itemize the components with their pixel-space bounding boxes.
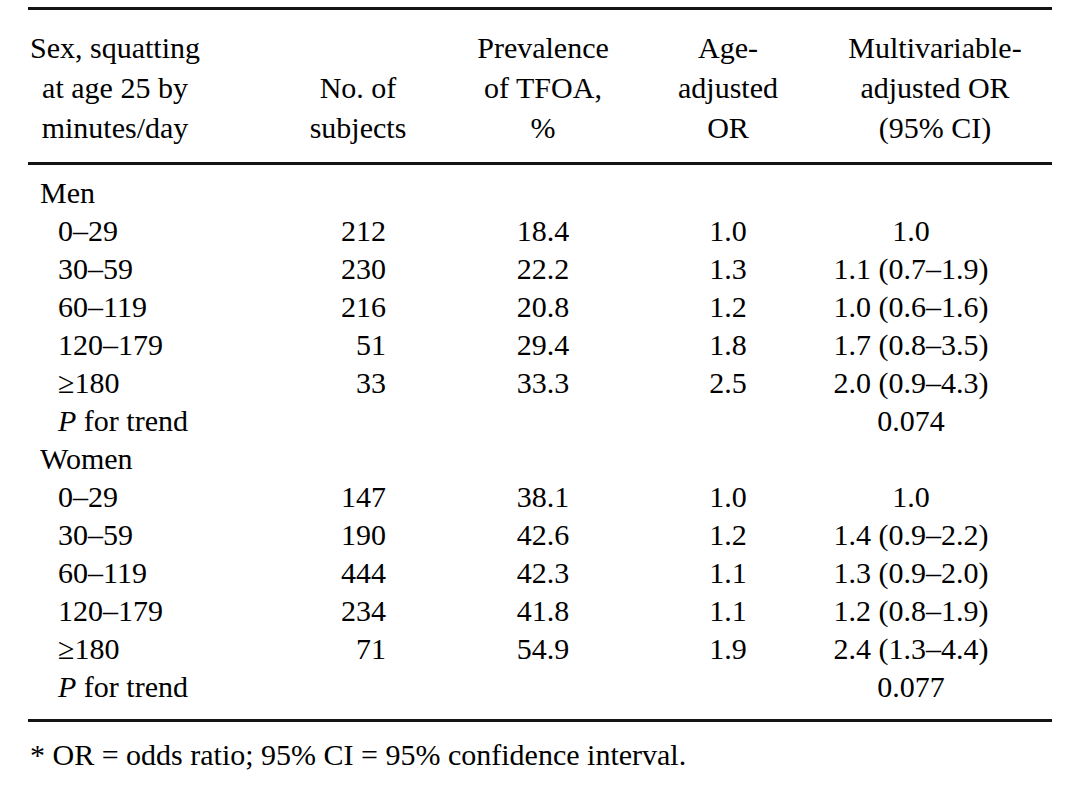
journal-table-figure: Sex, squatting at age 25 by minutes/day … [0,0,1080,788]
cell-subjects: 190 [268,516,448,554]
column-header-prevalence: Prevalence of TFOA, % [448,9,638,164]
empty-cell [448,668,638,721]
cell-prevalence: 18.4 [448,212,638,250]
column-header-subjects: No. of subjects [268,9,448,164]
table-row: 30–59 230 22.2 1.3 1.1 (0.7–1.9) [28,250,1052,288]
empty-cell [448,402,638,440]
table-row: 30–59 190 42.6 1.2 1.4 (0.9–2.2) [28,516,1052,554]
cell-subjects: 216 [268,288,448,326]
table-row: 120–179 234 41.8 1.1 1.2 (0.8–1.9) [28,592,1052,630]
p-label-rest: for trend [76,404,188,437]
cell-category: 0–29 [28,478,268,516]
p-for-trend-row: P for trend 0.074 [28,402,1052,440]
section-row-men: Men [28,164,1052,213]
empty-cell [448,164,638,213]
cell-subjects: 147 [268,478,448,516]
column-header-age-adjusted-or: Age- adjusted OR [638,9,818,164]
cell-multi-or: 1.3 (0.9–2.0) [818,554,1052,592]
table-footnote: * OR = odds ratio; 95% CI = 95% confiden… [30,737,1080,773]
cell-age-or: 1.2 [638,516,818,554]
cell-subjects: 51 [268,326,448,364]
empty-cell [268,164,448,213]
cell-age-or: 2.5 [638,364,818,402]
table-row: ≥180 33 33.3 2.5 2.0 (0.9–4.3) [28,364,1052,402]
cell-subjects: 33 [268,364,448,402]
cell-subjects: 234 [268,592,448,630]
cell-prevalence: 42.3 [448,554,638,592]
table-body: Men 0–29 212 18.4 1.0 1.0 30–59 230 22.2… [28,164,1052,721]
cell-category: 30–59 [28,250,268,288]
empty-cell [638,164,818,213]
empty-cell [448,440,638,478]
cell-category: ≥180 [28,630,268,668]
cell-category: 60–119 [28,288,268,326]
table-row: 0–29 147 38.1 1.0 1.0 [28,478,1052,516]
cell-age-or: 1.8 [638,326,818,364]
cell-multi-or: 1.2 (0.8–1.9) [818,592,1052,630]
cell-age-or: 1.0 [638,478,818,516]
empty-cell [638,440,818,478]
cell-category: 30–59 [28,516,268,554]
p-for-trend-value: 0.074 [818,402,1052,440]
column-header-exposure: Sex, squatting at age 25 by minutes/day [28,9,268,164]
cell-multi-or: 2.4 (1.3–4.4) [818,630,1052,668]
cell-subjects: 230 [268,250,448,288]
cell-subjects: 212 [268,212,448,250]
cell-prevalence: 41.8 [448,592,638,630]
table-header: Sex, squatting at age 25 by minutes/day … [28,9,1052,164]
empty-cell [268,668,448,721]
cell-age-or: 1.1 [638,592,818,630]
results-table: Sex, squatting at age 25 by minutes/day … [28,7,1052,722]
p-symbol: P [58,404,76,437]
empty-cell [268,402,448,440]
cell-multi-or: 1.0 (0.6–1.6) [818,288,1052,326]
empty-cell [818,164,1052,213]
p-for-trend-label: P for trend [28,668,268,721]
table-row: 60–119 444 42.3 1.1 1.3 (0.9–2.0) [28,554,1052,592]
cell-prevalence: 54.9 [448,630,638,668]
cell-prevalence: 42.6 [448,516,638,554]
p-for-trend-label: P for trend [28,402,268,440]
cell-age-or: 1.2 [638,288,818,326]
cell-multi-or: 1.0 [818,478,1052,516]
cell-prevalence: 29.4 [448,326,638,364]
cell-category: 120–179 [28,326,268,364]
empty-cell [268,440,448,478]
cell-category: 120–179 [28,592,268,630]
cell-age-or: 1.1 [638,554,818,592]
cell-age-or: 1.9 [638,630,818,668]
cell-prevalence: 33.3 [448,364,638,402]
p-label-rest: for trend [76,670,188,703]
cell-subjects: 71 [268,630,448,668]
cell-multi-or: 2.0 (0.9–4.3) [818,364,1052,402]
p-for-trend-row: P for trend 0.077 [28,668,1052,721]
cell-category: ≥180 [28,364,268,402]
table-row: 0–29 212 18.4 1.0 1.0 [28,212,1052,250]
cell-multi-or: 1.1 (0.7–1.9) [818,250,1052,288]
empty-cell [638,402,818,440]
cell-category: 0–29 [28,212,268,250]
p-for-trend-value: 0.077 [818,668,1052,721]
section-label: Men [28,164,268,213]
table-row: ≥180 71 54.9 1.9 2.4 (1.3–4.4) [28,630,1052,668]
cell-subjects: 444 [268,554,448,592]
header-row: Sex, squatting at age 25 by minutes/day … [28,9,1052,164]
cell-multi-or: 1.4 (0.9–2.2) [818,516,1052,554]
cell-prevalence: 22.2 [448,250,638,288]
section-label: Women [28,440,268,478]
cell-prevalence: 20.8 [448,288,638,326]
cell-age-or: 1.3 [638,250,818,288]
empty-cell [638,668,818,721]
cell-multi-or: 1.0 [818,212,1052,250]
p-symbol: P [58,670,76,703]
table-row: 60–119 216 20.8 1.2 1.0 (0.6–1.6) [28,288,1052,326]
cell-age-or: 1.0 [638,212,818,250]
section-row-women: Women [28,440,1052,478]
column-header-multivariable-or: Multivariable- adjusted OR (95% CI) [818,9,1052,164]
empty-cell [818,440,1052,478]
cell-multi-or: 1.7 (0.8–3.5) [818,326,1052,364]
cell-category: 60–119 [28,554,268,592]
table-row: 120–179 51 29.4 1.8 1.7 (0.8–3.5) [28,326,1052,364]
cell-prevalence: 38.1 [448,478,638,516]
